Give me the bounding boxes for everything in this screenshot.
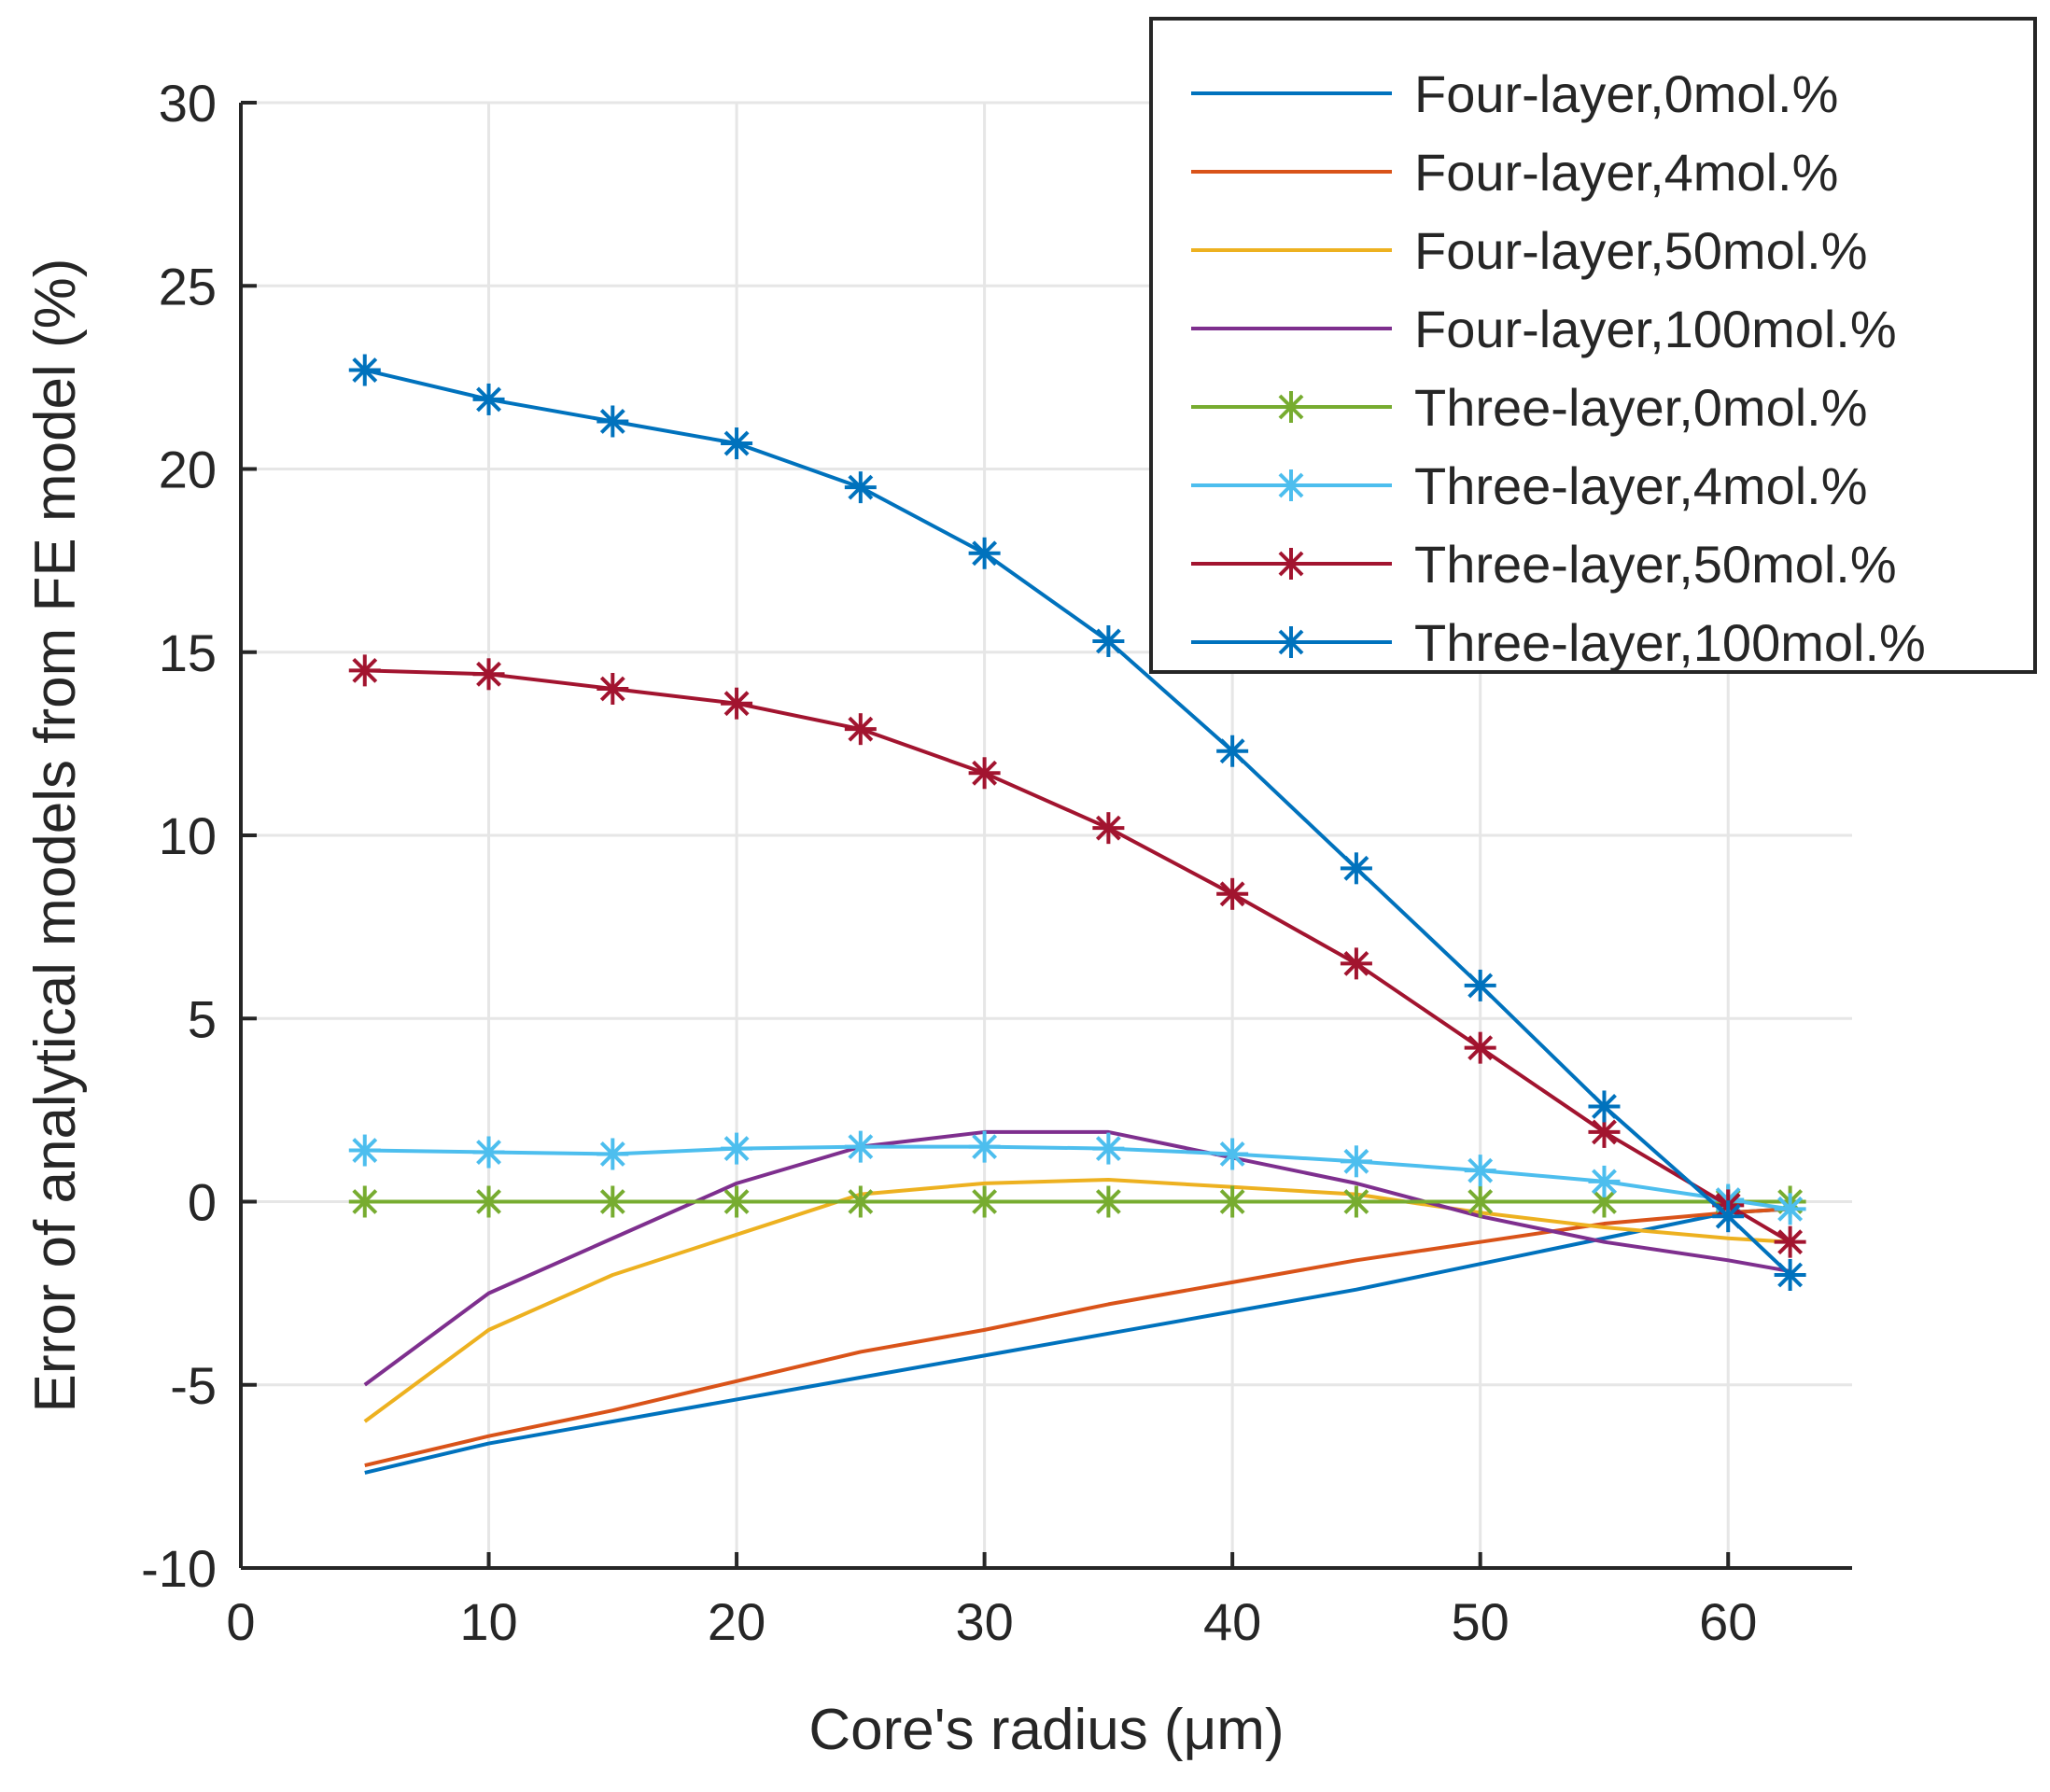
data-point — [472, 383, 505, 415]
legend-item: Three-layer,0mol.% — [1191, 378, 1868, 437]
data-point — [597, 405, 629, 438]
legend-label: Three-layer,4mol.% — [1414, 456, 1868, 515]
data-point — [1092, 624, 1125, 657]
legend-item: Four-layer,4mol.% — [1191, 143, 1838, 202]
data-point — [1774, 1193, 1806, 1225]
legend-label: Four-layer,0mol.% — [1414, 64, 1838, 123]
data-point — [348, 1185, 381, 1218]
legend-marker — [1275, 548, 1307, 580]
series-1 — [364, 1207, 1790, 1468]
data-point — [844, 1130, 877, 1163]
series-0 — [364, 1207, 1790, 1475]
data-point — [844, 1185, 877, 1218]
legend-label: Three-layer,0mol.% — [1414, 378, 1868, 437]
legend-label: Four-layer,4mol.% — [1414, 143, 1838, 202]
axes: 0 10 20 30 40 50 60 -10 -5 0 5 10 15 20 25 30 — [141, 74, 1852, 1651]
data-point — [1712, 1200, 1745, 1233]
data-point — [348, 654, 381, 687]
data-point — [1216, 735, 1249, 767]
series-2 — [363, 1177, 1790, 1423]
data-point — [721, 687, 753, 720]
data-point — [1588, 1090, 1621, 1123]
data-point — [348, 1134, 381, 1167]
data-point — [721, 1185, 753, 1218]
data-point — [1340, 1185, 1372, 1218]
data-point — [1216, 877, 1249, 910]
data-point — [1340, 947, 1372, 980]
x-tick-label: 50 — [1452, 1592, 1509, 1651]
series-7 — [348, 354, 1806, 1291]
y-tick-label: 5 — [188, 989, 217, 1048]
x-tick-label: 30 — [955, 1592, 1013, 1651]
data-point — [597, 1138, 629, 1170]
y-tick-label: 30 — [159, 74, 217, 133]
data-point — [1464, 969, 1496, 1001]
y-tick-label: 25 — [159, 257, 217, 315]
data-point — [1092, 812, 1125, 845]
legend-label: Four-layer,100mol.% — [1414, 300, 1897, 358]
data-point — [1774, 1259, 1806, 1291]
data-point — [1340, 852, 1372, 885]
x-tick-label: 40 — [1203, 1592, 1261, 1651]
y-tick-label: -10 — [141, 1539, 217, 1598]
data-point — [597, 1185, 629, 1218]
legend-label: Three-layer,50mol.% — [1414, 535, 1897, 594]
legend-item: Four-layer,100mol.% — [1191, 300, 1897, 358]
legend-label: Four-layer,50mol.% — [1414, 221, 1868, 280]
y-tick-label: -5 — [170, 1356, 217, 1415]
data-point — [597, 673, 629, 705]
y-tick-label: 0 — [188, 1173, 217, 1232]
data-point — [1216, 1185, 1249, 1218]
data-point — [968, 1185, 1001, 1218]
data-point — [1216, 1138, 1249, 1170]
data-point — [472, 658, 505, 691]
y-tick-label: 10 — [159, 806, 217, 865]
data-point — [1092, 1132, 1125, 1165]
x-tick-label: 0 — [226, 1592, 255, 1651]
data-point — [968, 1130, 1001, 1163]
x-tick-label: 20 — [708, 1592, 765, 1651]
data-point — [1464, 1185, 1496, 1218]
series-line — [364, 1207, 1790, 1468]
data-point — [721, 427, 753, 460]
legend-item: Four-layer,50mol.% — [1191, 221, 1868, 280]
data-point — [348, 354, 381, 386]
legend-marker — [1275, 626, 1307, 658]
x-tick-label: 10 — [459, 1592, 517, 1651]
legend-item: Three-layer,4mol.% — [1191, 456, 1868, 515]
data-point — [1092, 1185, 1125, 1218]
x-tick-label: 60 — [1699, 1592, 1757, 1651]
data-point — [968, 537, 1001, 569]
series-layer — [348, 354, 1806, 1475]
legend-item: Four-layer,0mol.% — [1191, 64, 1838, 123]
data-point — [844, 713, 877, 746]
data-point — [472, 1136, 505, 1169]
data-point — [1464, 1031, 1496, 1064]
y-axis-label: Error of analytical models from FE model… — [23, 259, 88, 1413]
y-tick-label: 20 — [159, 441, 217, 499]
data-point — [1340, 1145, 1372, 1178]
legend-marker — [1275, 391, 1307, 423]
legend-item: Three-layer,50mol.% — [1191, 535, 1897, 594]
data-point — [721, 1132, 753, 1165]
legend: Four-layer,0mol.% Four-layer,4mol.% Four-l… — [1149, 17, 2037, 674]
series-line — [364, 1207, 1790, 1475]
y-tick-label: 15 — [159, 623, 217, 682]
data-point — [472, 1185, 505, 1218]
data-point — [1464, 1155, 1496, 1187]
data-point — [844, 471, 877, 504]
series-line — [363, 1177, 1790, 1423]
data-point — [1588, 1165, 1621, 1197]
data-point — [968, 757, 1001, 790]
series-3 — [363, 1129, 1790, 1387]
data-point — [1774, 1225, 1806, 1258]
x-axis-label: Core's radius (μm) — [808, 1698, 1284, 1762]
legend-item: Three-layer,100mol.% — [1191, 613, 1926, 672]
legend-label: Three-layer,100mol.% — [1414, 613, 1926, 672]
legend-marker — [1275, 469, 1307, 501]
series-line — [363, 1129, 1790, 1387]
